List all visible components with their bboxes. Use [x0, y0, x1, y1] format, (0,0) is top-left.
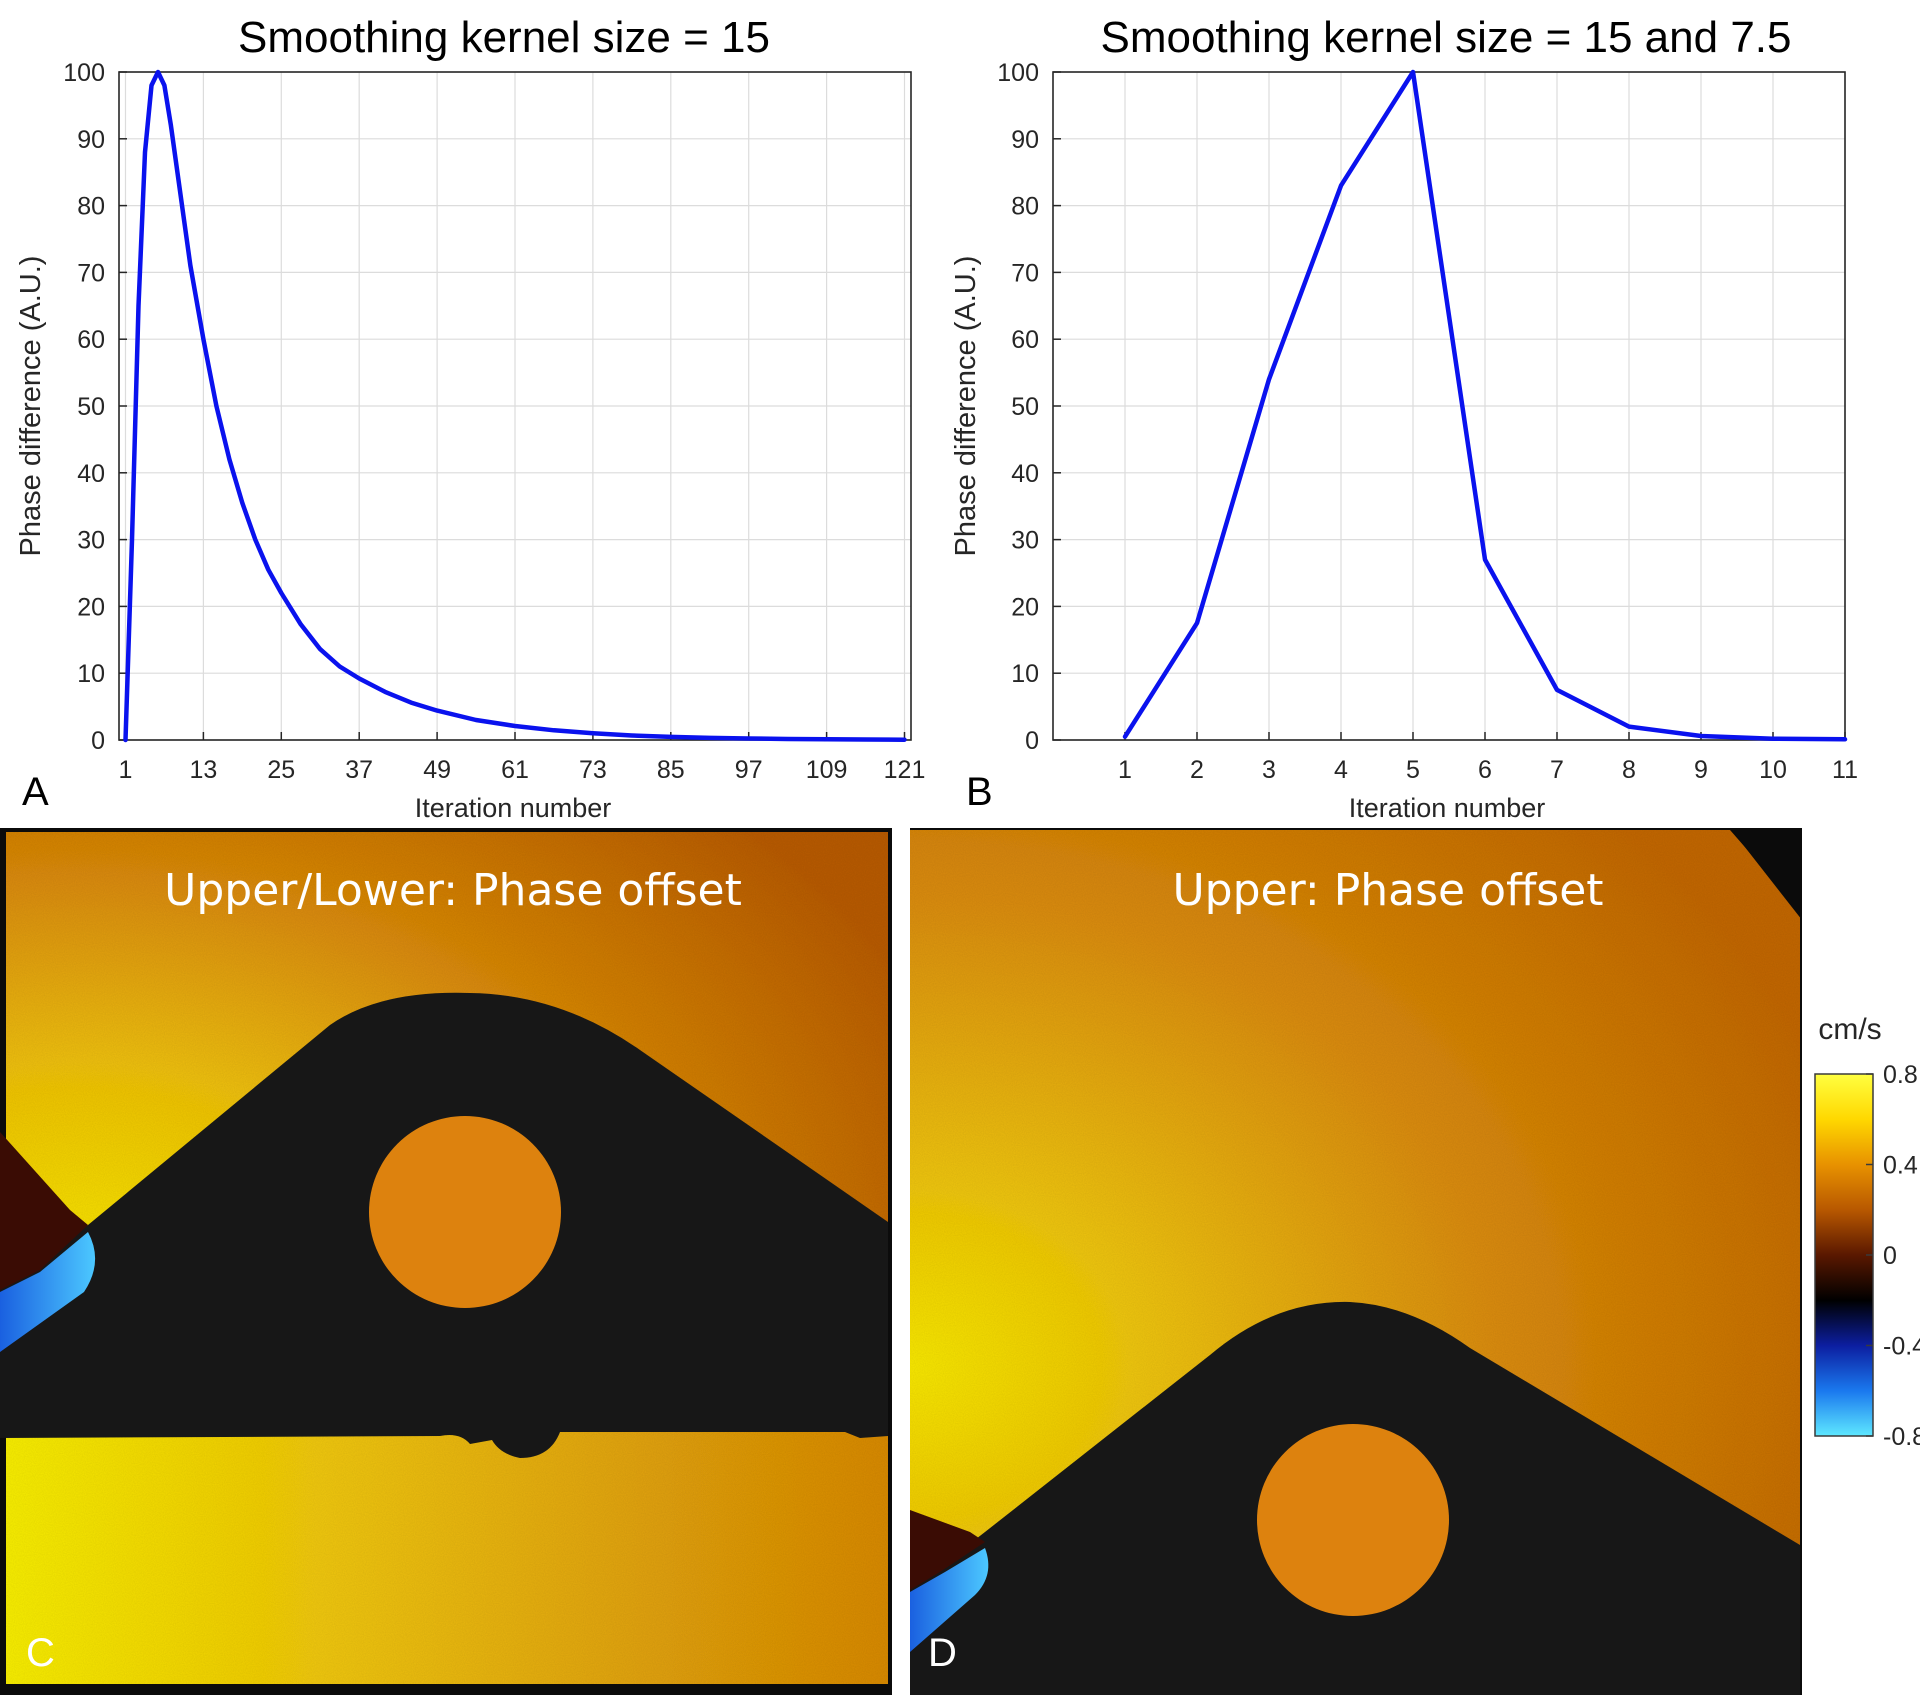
chart-b-ytick-label-30: 30 [1011, 527, 1039, 555]
chart-a-xtick-label-85: 85 [657, 756, 685, 784]
panel-c-divider-artifact [0, 1428, 888, 1458]
chart-b-ytick-label-50: 50 [1011, 393, 1039, 421]
panel-d-label: D [928, 1631, 957, 1675]
panel-separator [892, 828, 910, 1695]
chart-a-ytick-label-0: 0 [91, 727, 105, 755]
chart-a-x-ticks: 1 13 25 37 49 61 73 85 97 109 121 [119, 732, 926, 784]
chart-b-xtick-label-10: 10 [1759, 756, 1787, 784]
chart-a-y-ticks: 0 10 20 30 40 50 60 70 80 90 100 [63, 59, 127, 755]
chart-b-xtick-label-4: 4 [1334, 756, 1348, 784]
colorbar-tick-label: 0 [1883, 1242, 1897, 1270]
chart-b-ytick-label-60: 60 [1011, 326, 1039, 354]
panel-c-phase-map: Upper/Lower: Phase offset C [0, 828, 892, 1695]
panel-c-right-edge [888, 828, 892, 1695]
panel-d-phase-map: Upper: Phase offset D [910, 828, 1802, 1695]
panel-c-caption: Upper/Lower: Phase offset [164, 865, 742, 916]
chart-b-ytick-label-70: 70 [1011, 259, 1039, 287]
colorbar-tick-label: 0.8 [1883, 1061, 1918, 1089]
panel-b-label: B [966, 770, 993, 814]
chart-b-y-label: Phase difference (A.U.) [950, 256, 982, 557]
chart-b-ytick-label-80: 80 [1011, 193, 1039, 221]
panel-d-caption: Upper: Phase offset [1172, 865, 1603, 916]
chart-a-xtick-label-109: 109 [806, 756, 848, 784]
chart-a-title: Smoothing kernel size = 15 [238, 13, 770, 62]
panel-d-offset-region [910, 830, 1800, 1545]
panel-d-left-tube-dark [910, 1510, 985, 1590]
chart-a-xtick-label-49: 49 [423, 756, 451, 784]
chart-b-xtick-label-8: 8 [1622, 756, 1636, 784]
colorbar-tick-label: -0.8 [1883, 1423, 1920, 1451]
chart-a-xtick-label-37: 37 [345, 756, 373, 784]
panel-c-vial [369, 1116, 561, 1308]
chart-b-xtick-label-11: 11 [1832, 756, 1858, 784]
chart-b-xtick-label-7: 7 [1550, 756, 1564, 784]
chart-b-xtick-label-9: 9 [1694, 756, 1708, 784]
chart-b-ytick-label-100: 100 [997, 59, 1039, 87]
chart-a-ytick-label-30: 30 [77, 527, 105, 555]
chart-a-ytick-label-50: 50 [77, 393, 105, 421]
chart-a-ytick-label-40: 40 [77, 460, 105, 488]
chart-b-ytick-label-20: 20 [1011, 593, 1039, 621]
chart-a-ytick-label-90: 90 [77, 126, 105, 154]
panel-d-left-tube-flow [910, 1548, 989, 1652]
colorbar-unit: cm/s [1818, 1013, 1881, 1046]
chart-a-x-label: Iteration number [415, 793, 612, 823]
colorbar-ticks: 0.8 0.4 0 -0.4 -0.8 [1866, 1061, 1920, 1451]
chart-a-ytick-label-80: 80 [77, 193, 105, 221]
chart-a-ytick-label-100: 100 [63, 59, 105, 87]
chart-b-ytick-label-0: 0 [1025, 727, 1039, 755]
chart-a-xtick-label-121: 121 [884, 756, 926, 784]
chart-b-ytick-label-90: 90 [1011, 126, 1039, 154]
chart-a-xtick-label-61: 61 [501, 756, 529, 784]
chart-b-xtick-label-2: 2 [1190, 756, 1204, 784]
chart-b-x-label: Iteration number [1349, 793, 1546, 823]
chart-b-xtick-label-3: 3 [1262, 756, 1276, 784]
chart-a-xtick-label-73: 73 [579, 756, 607, 784]
chart-b: Smoothing kernel size = 15 and 7.5 01020… [950, 13, 1858, 823]
chart-a-series-line [123, 69, 907, 743]
colorbar-gradient [1814, 1073, 1874, 1437]
panel-c-label: C [26, 1631, 55, 1675]
chart-b-xtick-label-5: 5 [1406, 756, 1420, 784]
chart-a-ytick-label-10: 10 [77, 660, 105, 688]
panel-d-corner [1730, 828, 1802, 920]
chart-a-xtick-label-25: 25 [267, 756, 295, 784]
chart-b-ytick-label-40: 40 [1011, 460, 1039, 488]
chart-a-ytick-label-20: 20 [77, 593, 105, 621]
chart-b-series-line [1122, 69, 1848, 742]
colorbar: cm/s 0.8 0.4 0 -0.4 -0.8 [1814, 1013, 1920, 1451]
panel-c-left-tube-dark [0, 1132, 88, 1290]
panel-c-bottom-edge [0, 1684, 892, 1695]
chart-b-title: Smoothing kernel size = 15 and 7.5 [1100, 13, 1791, 62]
colorbar-tick-label: 0.4 [1883, 1152, 1918, 1180]
chart-a-ytick-label-60: 60 [77, 326, 105, 354]
panel-c-lower-offset-region [6, 1432, 888, 1684]
chart-b-x-ticks: 1 2 3 4 5 6 7 8 9 10 11 [1118, 732, 1858, 784]
chart-b-y-ticks: 0 10 20 30 40 50 60 70 80 90 100 [997, 59, 1061, 755]
chart-a-xtick-label-1: 1 [119, 756, 133, 784]
chart-a-ytick-label-70: 70 [77, 259, 105, 287]
panel-a-label: A [22, 770, 49, 814]
colorbar-tick-label: -0.4 [1883, 1333, 1920, 1361]
chart-a-y-label: Phase difference (A.U.) [15, 256, 47, 557]
panel-d-vial [1257, 1424, 1449, 1616]
chart-b-ytick-label-10: 10 [1011, 660, 1039, 688]
chart-a-xtick-label-13: 13 [189, 756, 217, 784]
chart-b-xtick-label-1: 1 [1118, 756, 1132, 784]
chart-a-xtick-label-97: 97 [735, 756, 763, 784]
panel-c-left-tube-flow [0, 1232, 96, 1352]
chart-b-xtick-label-6: 6 [1478, 756, 1492, 784]
chart-a: Smoothing kernel size = 15 0 10 20 30 40 50 60… [15, 13, 925, 823]
